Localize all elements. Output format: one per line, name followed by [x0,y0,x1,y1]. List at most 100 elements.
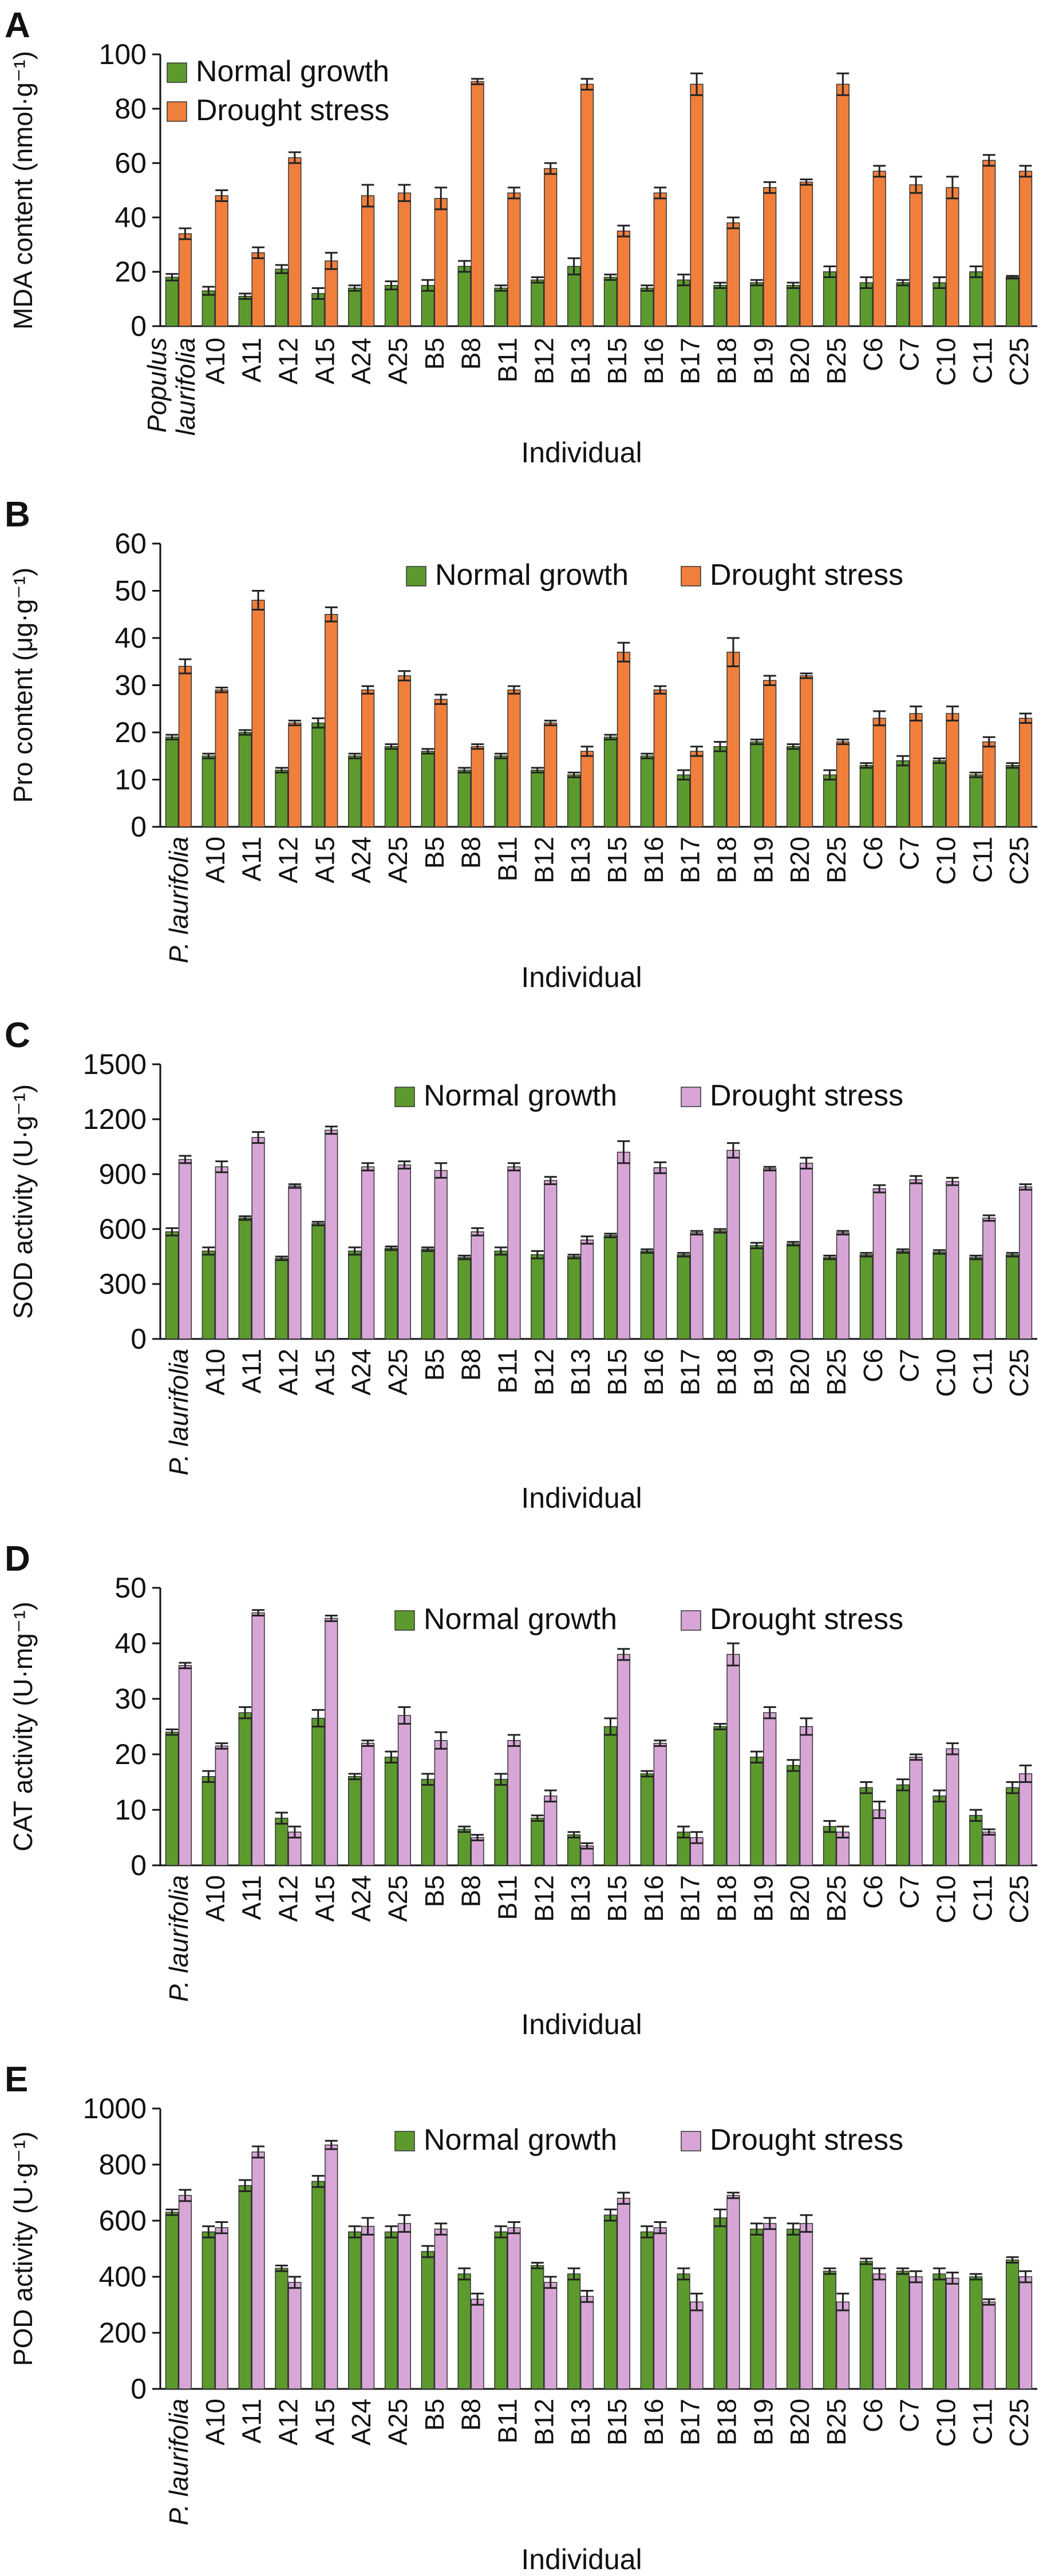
bar-drought-b16 [653,689,667,827]
x-tick-label: C7 [895,338,924,371]
bar-drought-c10 [946,2277,959,2389]
x-tick-label: C11 [967,1875,997,1921]
bar-normal-a11 [238,1712,252,1866]
x-tick-label: A10 [200,1349,230,1396]
bar-normal-b5 [421,1778,434,1866]
bar-drought-c10 [946,1181,959,1339]
bar-normal-b17 [677,2273,690,2389]
x-axis-label: Individual [521,1482,642,1514]
bar-normal-b12 [531,279,544,327]
bar-drought-c11 [982,1832,996,1866]
y-tick-label: 900 [99,1158,147,1190]
x-tick-label: C25 [1004,1349,1034,1397]
x-tick-label: B19 [748,338,778,385]
y-tick-label: 40 [114,622,147,654]
bar-drought-p-laurifolia [178,1159,192,1339]
y-axis-label: Pro content (μg·g⁻¹) [8,568,38,803]
x-tick-label: B16 [639,2399,669,2446]
bar-drought-c25 [1018,1186,1033,1339]
x-tick-label: A15 [310,1875,339,1922]
x-tick-label: B5 [420,338,449,370]
x-tick-label: B8 [456,837,486,869]
bar-drought-b15 [617,231,631,327]
y-tick-label: 20 [114,256,147,288]
bar-drought-b19 [763,680,777,827]
bar-normal-b16 [640,755,654,827]
y-tick-label: 300 [99,1268,147,1300]
bar-normal-b11 [494,755,508,827]
bar-normal-b13 [567,2273,581,2389]
bar-drought-a10 [215,689,228,827]
bar-normal-c7 [896,2270,910,2389]
x-tick-label: C7 [895,837,924,870]
bar-drought-a24 [361,1166,375,1339]
legend: Normal growth Drought stress [394,1079,903,1112]
bar-drought-c25 [1018,1773,1033,1866]
bar-drought-c11 [982,741,996,827]
bar-drought-a10 [215,2227,228,2389]
x-tick-label: A15 [310,338,339,385]
x-tick-label: B15 [602,1349,632,1396]
x-tick-label: B16 [639,837,669,883]
y-tick-label: 30 [114,1683,147,1715]
x-tick-label: C10 [931,1349,961,1397]
bar-normal-a24 [347,1776,362,1866]
x-tick-label: P. laurifolia [164,1875,193,2002]
bar-normal-a12 [275,268,289,327]
bar-drought-b13 [580,84,594,327]
x-tick-label: B11 [492,837,522,881]
bar-drought-b16 [653,192,667,327]
bar-drought-b13 [580,2296,594,2389]
bar-normal-b13 [567,1834,581,1866]
bar-normal-b25 [823,1257,837,1339]
bar-normal-c11 [969,2276,983,2389]
bar-drought-b18 [726,1654,740,1866]
bar-drought-a15 [325,260,338,327]
bar-normal-c6 [859,1254,873,1339]
x-tick-label: B8 [456,1875,486,1907]
x-tick-label: B25 [821,837,851,883]
x-tick-label: A11 [237,338,267,382]
x-tick-label: B17 [675,2399,705,2446]
y-tick-label: 100 [99,38,147,70]
y-tick-label: 40 [114,1627,147,1659]
x-tick-label: C25 [1004,2399,1034,2447]
x-tick-label: C7 [895,2399,924,2432]
bar-drought-b8 [471,746,484,827]
y-axis-label: SOD activity (U·g⁻¹) [8,1084,38,1319]
bar-drought-c11 [982,1218,996,1339]
x-tick-label: P. laurifolia [164,2399,193,2526]
bar-normal-b12 [531,770,544,827]
bar-normal-a24 [347,755,362,827]
x-tick-label: C6 [858,1875,888,1909]
x-tick-label: B12 [529,1349,559,1396]
bar-normal-a15 [311,1718,325,1866]
x-tick-label: A24 [346,1875,376,1922]
panel-letter: B [5,495,30,534]
x-tick-label: B25 [821,338,851,385]
x-tick-label: B5 [420,1875,449,1907]
bar-normal-b12 [531,2265,544,2389]
y-tick-label: 50 [114,1572,147,1604]
x-tick-label: B17 [675,837,705,883]
x-tick-label: B18 [712,1875,741,1922]
bar-drought-b15 [617,652,631,827]
x-tick-label: B19 [748,1349,778,1396]
x-tick-label: C7 [895,1349,924,1382]
bar-normal-a10 [202,2231,215,2389]
x-tick-label: A25 [383,2399,413,2446]
x-tick-label: C11 [967,1349,997,1395]
bar-drought-a10 [215,1745,228,1866]
bar-drought-a10 [215,195,228,327]
bar-drought-b20 [799,2223,813,2389]
x-tick-label: C6 [858,2399,888,2432]
x-tick-label: B11 [492,1349,522,1393]
bar-drought-b17 [690,751,704,827]
bar-normal-a11 [238,1218,252,1339]
bar-normal-b8 [457,1829,471,1866]
x-tick-label: B20 [785,1349,815,1396]
x-tick-label: C11 [967,2399,997,2445]
bar-drought-b18 [726,652,740,827]
bar-drought-a11 [251,252,265,327]
bar-normal-b12 [531,1817,544,1866]
